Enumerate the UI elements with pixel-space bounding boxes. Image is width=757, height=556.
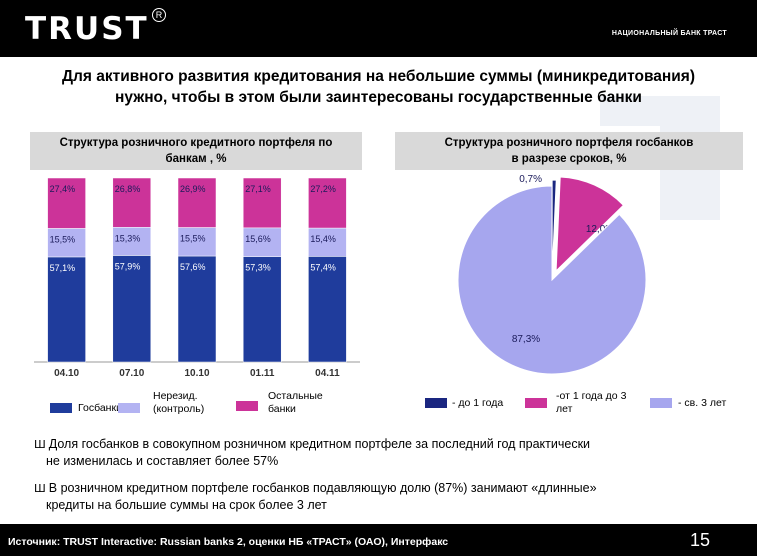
x-tick-label: 04.11 [315,368,340,379]
legend-label-over-3y: - св. 3 лет [678,397,727,409]
pie-slice [457,185,647,375]
bar-data-label: 15,3% [115,233,141,243]
bar-segment [242,256,282,363]
x-tick-label: 04.10 [54,368,79,379]
bar-data-label: 26,9% [180,184,206,194]
pie-slice-label: 12,0% [586,224,614,235]
bar-segment [177,255,217,363]
legend-swatch-under-1y [425,398,447,408]
legend-label-nonresident: Нерезид. (контроль) [153,390,205,415]
pie-slice [555,176,625,273]
bar-segment [308,177,347,229]
bar-data-label: 27,2% [310,184,336,194]
headline-line-1: Для активного развития кредитования на н… [61,68,696,85]
footer-bar [0,524,757,556]
x-tick-label: 01.11 [250,368,275,379]
source-note: Источник: TRUST Interactive: Russian ban… [8,536,449,548]
legend-swatch-1-3y [525,398,547,408]
bar-chart-title-line-1: Структура розничного кредитного портфеля… [59,137,333,149]
legend-swatch-over-3y [650,398,672,408]
bar-segment [242,227,282,257]
bar-chart-title: Структура розничного кредитного портфеля… [30,132,362,170]
bar-segment [112,227,152,256]
bar-segment [308,256,347,363]
bullet-2-line-2: кредиты на большие суммы на срок более 3… [46,498,327,512]
bar-data-label: 27,1% [245,184,271,194]
bar-data-label: 57,6% [180,262,206,272]
bar-segment [47,256,86,363]
bar-data-label: 57,4% [310,262,336,272]
trust-logo: TRUST [25,11,149,47]
bullet-1-line-2: не изменилась и составляет более 57% [46,454,279,468]
headline-line-2: нужно, чтобы в этом были заинтересованы … [115,89,642,106]
x-tick-label: 07.10 [119,368,144,379]
bar-segment [242,177,282,229]
bar-segment [177,177,217,228]
legend-label-under-1y: - до 1 года [452,397,504,409]
bullet-1: Ш Доля госбанков в совокупном розничном к… [34,436,757,470]
legend-label-others: Остальные банки [268,390,323,415]
pie-chart-title-line-1: Структура розничного портфеля госбанков [444,137,694,149]
bar-segment [47,228,86,258]
legend-label-1-3y: -от 1 года до 3 лет [556,390,627,415]
bar-data-label: 15,6% [245,234,271,244]
bar-segment [177,227,217,257]
bar-data-label: 27,4% [50,184,76,194]
page-number: 15 [690,530,711,550]
bar-data-label: 57,3% [245,263,271,273]
bullet-mark-icon: Ш [34,438,46,451]
bullet-2-line-1: В розничном кредитном портфеле госбанков… [48,481,597,495]
x-tick-label: 10.10 [184,368,209,379]
bullet-mark-icon: Ш [34,482,46,495]
bar-chart-title-line-2: банкам , % [165,153,227,165]
stacked-bar-chart: 57,1% 15,5% 27,4% 04.10 57,9% 15,3% 26,8% 07.10… [34,177,360,379]
legend-swatch-others [236,401,258,411]
pie-chart-title: Структура розничного портфеля госбанков … [395,132,743,170]
bar-segment [112,177,152,228]
legend-swatch-nonresident [118,403,140,413]
bullet-1-line-1: Доля госбанков в совокупном розничном кр… [48,437,591,451]
bar-segment [112,255,152,363]
header-bar [0,0,757,57]
legend-label-state-banks: Госбанки [78,402,122,414]
bar-segment [308,227,347,257]
bar-data-label: 15,4% [310,234,336,244]
pie-chart: 0,7% 12,0% 87,3% [457,174,647,375]
bar-data-label: 26,8% [115,184,141,194]
bar-data-label: 15,5% [50,234,76,244]
bar-segment [47,177,86,229]
bar-data-label: 57,9% [115,261,141,271]
pie-slice-label: 0,7% [519,174,542,185]
pie-chart-title-line-2: в разрезе сроков, % [511,153,627,165]
pie-slice-label: 87,3% [512,334,540,345]
slide-headline: Для активного развития кредитования на н… [0,66,757,108]
registered-mark-icon: R [152,8,166,22]
bank-name: НАЦИОНАЛЬНЫЙ БАНК ТРАСТ [611,30,727,37]
pie-slice [551,179,557,275]
bar-data-label: 57,1% [50,263,76,273]
legend-swatch-state-banks [50,403,72,413]
bar-data-label: 15,5% [180,233,206,243]
